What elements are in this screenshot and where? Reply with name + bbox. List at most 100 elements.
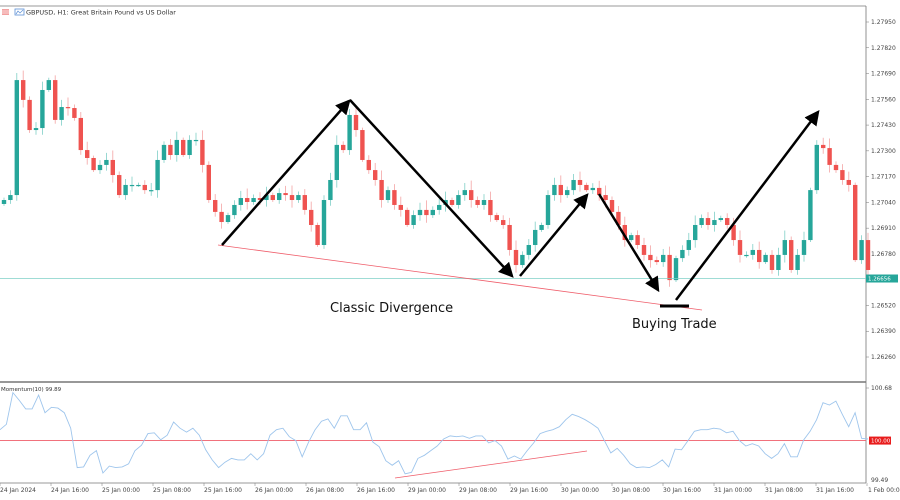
arrow-up-3 xyxy=(675,110,820,301)
candle-bullish xyxy=(552,184,557,196)
candle-bullish xyxy=(225,215,231,223)
candle-bullish xyxy=(808,190,813,241)
arrow-down-2 xyxy=(597,193,660,293)
candle-bearish xyxy=(584,184,589,191)
price-axis[interactable]: 1.27950 1.27820 1.27690 1.27560 1.27430 1.273… xyxy=(866,19,896,361)
price-tick-label: 1.27040 xyxy=(871,199,896,206)
candle-bearish xyxy=(449,200,455,205)
candle-bullish xyxy=(411,215,416,225)
candle-bearish xyxy=(78,117,83,151)
grid-icon[interactable] xyxy=(2,9,9,15)
candle-bearish xyxy=(392,190,397,205)
candle-bearish xyxy=(705,218,711,225)
candle-bearish xyxy=(757,249,762,263)
arrow-down-1 xyxy=(349,99,514,278)
candle-bearish xyxy=(200,139,205,165)
candle-bullish xyxy=(456,195,461,205)
candle-bearish xyxy=(117,175,122,196)
candle-bullish xyxy=(97,164,103,171)
candle-bullish xyxy=(776,254,781,270)
candle-bearish xyxy=(398,204,403,210)
candle-bearish xyxy=(72,108,77,118)
candle-bullish xyxy=(533,229,538,246)
candle-bearish xyxy=(648,254,653,261)
candle-bearish xyxy=(168,144,173,156)
price-tick-label: 1.27300 xyxy=(871,148,896,155)
price-tick-label: 1.26390 xyxy=(871,328,896,335)
candle-bearish xyxy=(821,144,826,149)
candle-bearish xyxy=(315,224,320,246)
candle-bullish xyxy=(277,193,282,201)
time-tick-label: 31 Jan 16:00 xyxy=(816,487,854,494)
candle-bullish xyxy=(8,195,13,201)
candle-bullish xyxy=(629,235,634,241)
candle-bearish xyxy=(558,184,563,196)
divergence-trendline-momentum[interactable] xyxy=(394,450,588,479)
candle-bearish xyxy=(616,211,621,225)
candle-bullish xyxy=(526,245,531,255)
candle-bullish xyxy=(744,254,749,257)
chart-icon[interactable] xyxy=(14,8,25,16)
candle-bearish xyxy=(65,107,71,109)
candle-bullish xyxy=(571,179,576,191)
candle-bearish xyxy=(289,195,295,201)
candle-bullish xyxy=(161,144,167,160)
candle-bearish xyxy=(360,130,365,160)
momentum-line xyxy=(0,391,869,475)
candle-bearish xyxy=(501,220,506,225)
candle-bullish xyxy=(149,190,154,192)
candle-bearish xyxy=(725,218,730,225)
price-tick-label: 1.27170 xyxy=(871,174,896,181)
candle-bearish xyxy=(85,150,90,158)
time-tick-label: 30 Jan 00:00 xyxy=(561,487,599,494)
candle-bearish xyxy=(507,224,512,250)
time-tick-label: 24 Jan 16:00 xyxy=(51,487,89,494)
candle-bullish xyxy=(417,209,423,216)
momentum-level-label: 100.00 xyxy=(871,439,891,445)
candle-bullish xyxy=(520,254,525,266)
divergence-trendline-price[interactable] xyxy=(217,244,703,311)
candle-bullish xyxy=(686,240,691,250)
candle-bullish xyxy=(251,198,256,202)
candles xyxy=(1,70,871,287)
candle-bullish xyxy=(385,190,391,201)
candle-bearish xyxy=(488,200,493,216)
candle-bullish xyxy=(136,184,141,187)
candle-bearish xyxy=(840,170,845,180)
momentum-axis-top: 100.68 xyxy=(871,385,892,392)
candle-bearish xyxy=(21,80,26,100)
candle-bearish xyxy=(635,235,640,246)
candle-bearish xyxy=(27,99,32,131)
time-tick-label: 26 Jan 16:00 xyxy=(357,487,395,494)
candle-bearish xyxy=(609,200,615,212)
momentum-level-badge xyxy=(869,436,891,445)
candle-bullish xyxy=(296,195,301,201)
candle-bullish xyxy=(814,144,819,191)
candle-bullish xyxy=(481,200,487,205)
candle-bearish xyxy=(513,249,519,266)
time-tick-label: 25 Jan 00:00 xyxy=(102,487,140,494)
price-tick-label: 1.26520 xyxy=(871,302,896,309)
current-price-label: 1.26656 xyxy=(868,277,891,283)
classic-divergence-label: Classic Divergence xyxy=(330,301,453,316)
price-tick-label: 1.27820 xyxy=(871,45,896,52)
candle-bearish xyxy=(302,195,307,210)
candle-bearish xyxy=(424,209,429,216)
time-tick-label: 25 Jan 08:00 xyxy=(153,487,191,494)
time-axis[interactable]: 24 Jan 2024 24 Jan 16:00 25 Jan 00:00 25 Ja… xyxy=(0,483,900,494)
candle-bearish xyxy=(597,187,602,196)
candle-bullish xyxy=(40,89,45,129)
candle-bullish xyxy=(699,218,704,225)
candle-bearish xyxy=(475,200,480,205)
candle-bullish xyxy=(174,139,179,156)
candle-bullish xyxy=(590,187,595,191)
time-tick-label: 29 Jan 08:00 xyxy=(459,487,497,494)
candle-bullish xyxy=(155,159,160,191)
candle-bearish xyxy=(853,184,858,261)
candle-bearish xyxy=(769,254,775,270)
candle-bullish xyxy=(673,258,679,281)
candle-bearish xyxy=(622,224,627,241)
candle-bearish xyxy=(737,240,743,255)
